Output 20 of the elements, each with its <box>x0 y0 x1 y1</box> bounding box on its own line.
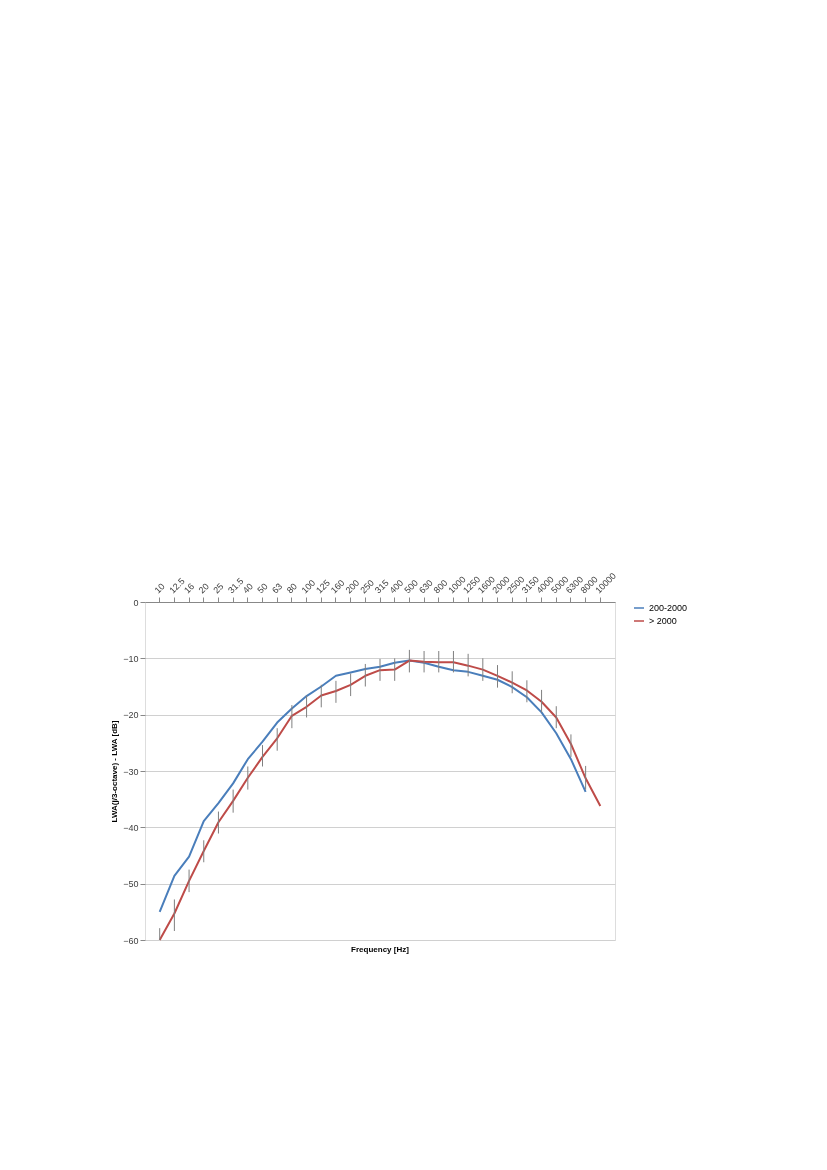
x-tick-label: 10 <box>152 581 167 596</box>
y-tick-label: −10 <box>123 653 139 664</box>
y-tick-label: −20 <box>123 710 139 721</box>
x-tick-label: 800 <box>431 577 450 596</box>
legend-label: > 2000 <box>649 616 677 626</box>
y-tick-label: −40 <box>123 822 139 833</box>
x-tick-label: 250 <box>358 577 376 596</box>
x-tick-label: 25 <box>211 581 226 596</box>
y-tick-label: −30 <box>123 766 139 777</box>
legend-label: 200-2000 <box>649 603 688 613</box>
x-axis-title: Frequency [Hz] <box>351 945 410 954</box>
x-tick-label: 80 <box>284 581 299 596</box>
y-tick-label: −50 <box>123 879 139 890</box>
y-tick-label: 0 <box>133 597 139 608</box>
x-tick-label: 20 <box>196 581 211 596</box>
y-axis-title: LWA(j/3-octave) - LWA [dB] <box>110 720 120 823</box>
y-tick-label: −60 <box>123 935 139 946</box>
x-tick-label: 50 <box>255 581 270 596</box>
x-tick-label: 500 <box>402 577 420 596</box>
x-tick-label: 63 <box>270 581 285 596</box>
